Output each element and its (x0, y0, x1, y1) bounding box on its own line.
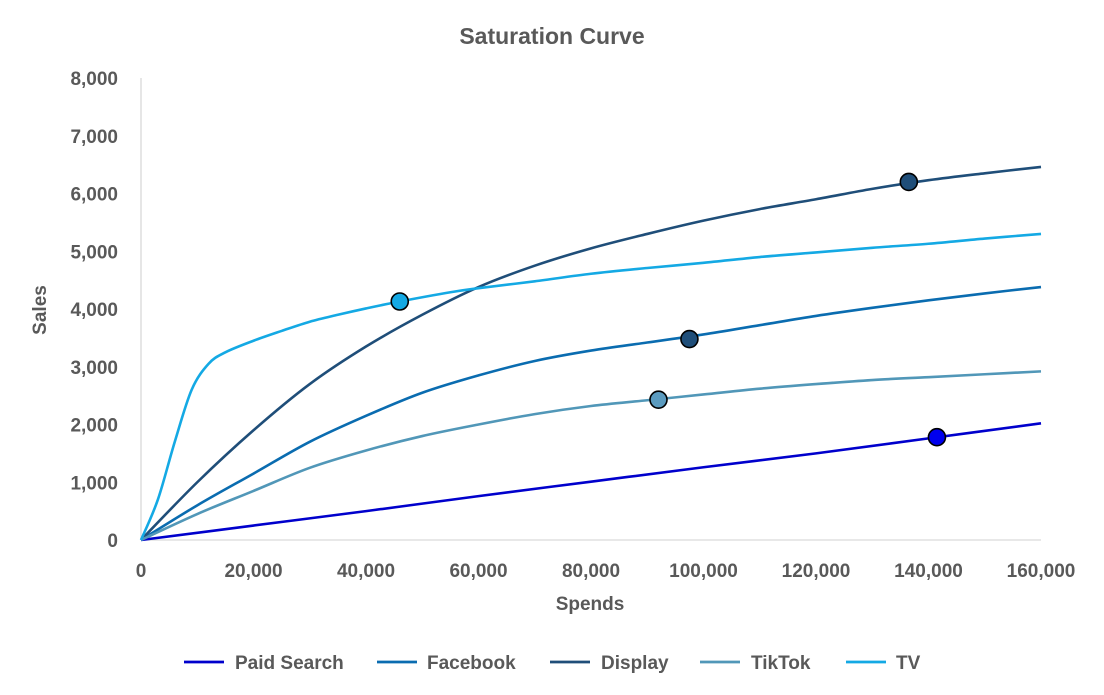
marker-display (899, 172, 919, 192)
y-tick-label: 3,000 (70, 358, 118, 379)
x-tick-label: 140,000 (894, 561, 963, 582)
legend: Paid Search Facebook Display TikTok TV (184, 653, 921, 674)
x-tick-label: 0 (136, 561, 147, 582)
x-tick-label: 80,000 (562, 561, 620, 582)
y-tick-label: 1,000 (70, 473, 118, 494)
chart-title: Saturation Curve (459, 23, 644, 49)
x-tick-label: 60,000 (449, 561, 507, 582)
marker-tv (390, 292, 410, 311)
legend-label-display: Display (601, 653, 669, 674)
y-axis-title: Sales (30, 285, 51, 335)
y-tick-label: 6,000 (70, 185, 118, 206)
x-tick-label: 160,000 (1007, 561, 1076, 582)
y-tick-label: 2,000 (70, 416, 118, 437)
legend-label-tiktok: TikTok (751, 653, 811, 674)
series-line-display (140, 165, 1042, 541)
series-line-tiktok (140, 370, 1042, 542)
legend-label-facebook: Facebook (427, 653, 516, 674)
series-line-tv (139, 232, 1042, 541)
series-line-paid-search (140, 422, 1042, 542)
y-tick-label: 5,000 (70, 242, 118, 263)
series-layer (139, 165, 1042, 542)
x-axis-title: Spends (556, 594, 625, 615)
legend-label-paid-search: Paid Search (235, 653, 344, 674)
series-line-facebook (140, 285, 1042, 542)
x-tick-label: 20,000 (224, 561, 282, 582)
y-tick-label: 0 (107, 531, 118, 552)
x-tick-label: 100,000 (669, 561, 738, 582)
x-tick-label: 40,000 (337, 561, 395, 582)
marker-paid-search (927, 427, 947, 447)
x-tick-label: 120,000 (782, 561, 851, 582)
y-tick-label: 8,000 (70, 69, 118, 90)
y-tick-label: 4,000 (70, 300, 118, 321)
marker-tiktok (649, 390, 668, 409)
legend-label-tv: TV (896, 653, 921, 674)
axes: 0 1,000 2,000 3,000 4,000 5,000 6,000 7,000 8,00… (70, 69, 1075, 582)
y-tick-label: 7,000 (70, 127, 118, 148)
marker-facebook (680, 329, 699, 349)
